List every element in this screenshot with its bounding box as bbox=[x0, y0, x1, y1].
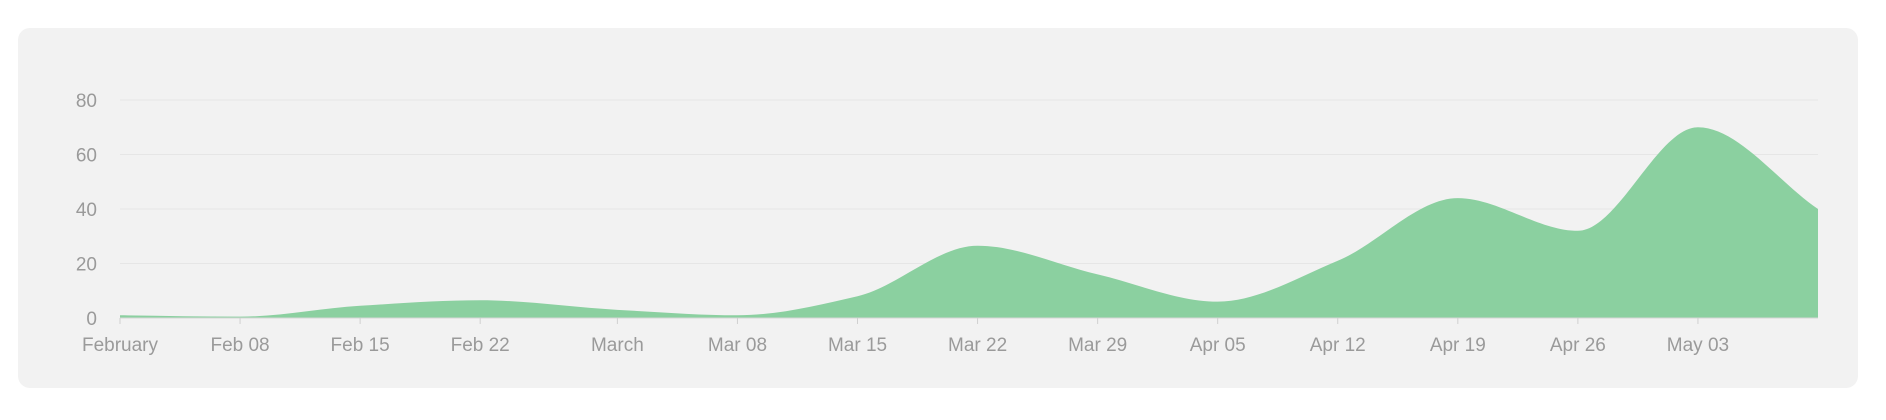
y-tick-label: 80 bbox=[76, 91, 97, 112]
x-tick-label: Feb 22 bbox=[451, 335, 510, 356]
x-tick-label: Mar 15 bbox=[828, 335, 887, 356]
series-area-path bbox=[120, 127, 1818, 318]
y-tick-label: 60 bbox=[76, 146, 97, 167]
chart-card bbox=[18, 28, 1858, 388]
x-axis: February Feb 08 Feb 15 Feb 22 March Mar 08 Mar… bbox=[82, 318, 1729, 356]
y-axis: 0 20 40 60 80 bbox=[76, 91, 97, 330]
x-tick-label: Mar 08 bbox=[708, 335, 767, 356]
x-tick-label: Apr 19 bbox=[1430, 335, 1486, 356]
x-tick-label: May 03 bbox=[1667, 335, 1729, 356]
x-tick-label: Mar 22 bbox=[948, 335, 1007, 356]
x-tick-label: Apr 26 bbox=[1550, 335, 1606, 356]
series-area bbox=[120, 127, 1818, 319]
y-tick-label: 40 bbox=[76, 200, 97, 221]
x-tick-label: Apr 05 bbox=[1190, 335, 1246, 356]
x-tick-label: Apr 12 bbox=[1310, 335, 1366, 356]
y-tick-label: 20 bbox=[76, 255, 97, 276]
x-tick-label: February bbox=[82, 335, 159, 356]
y-tick-label: 0 bbox=[86, 309, 97, 330]
x-tick-label: Mar 29 bbox=[1068, 335, 1127, 356]
x-tick-label: March bbox=[591, 335, 644, 356]
x-tick-label: Feb 15 bbox=[331, 335, 390, 356]
x-tick-label: Feb 08 bbox=[210, 335, 269, 356]
